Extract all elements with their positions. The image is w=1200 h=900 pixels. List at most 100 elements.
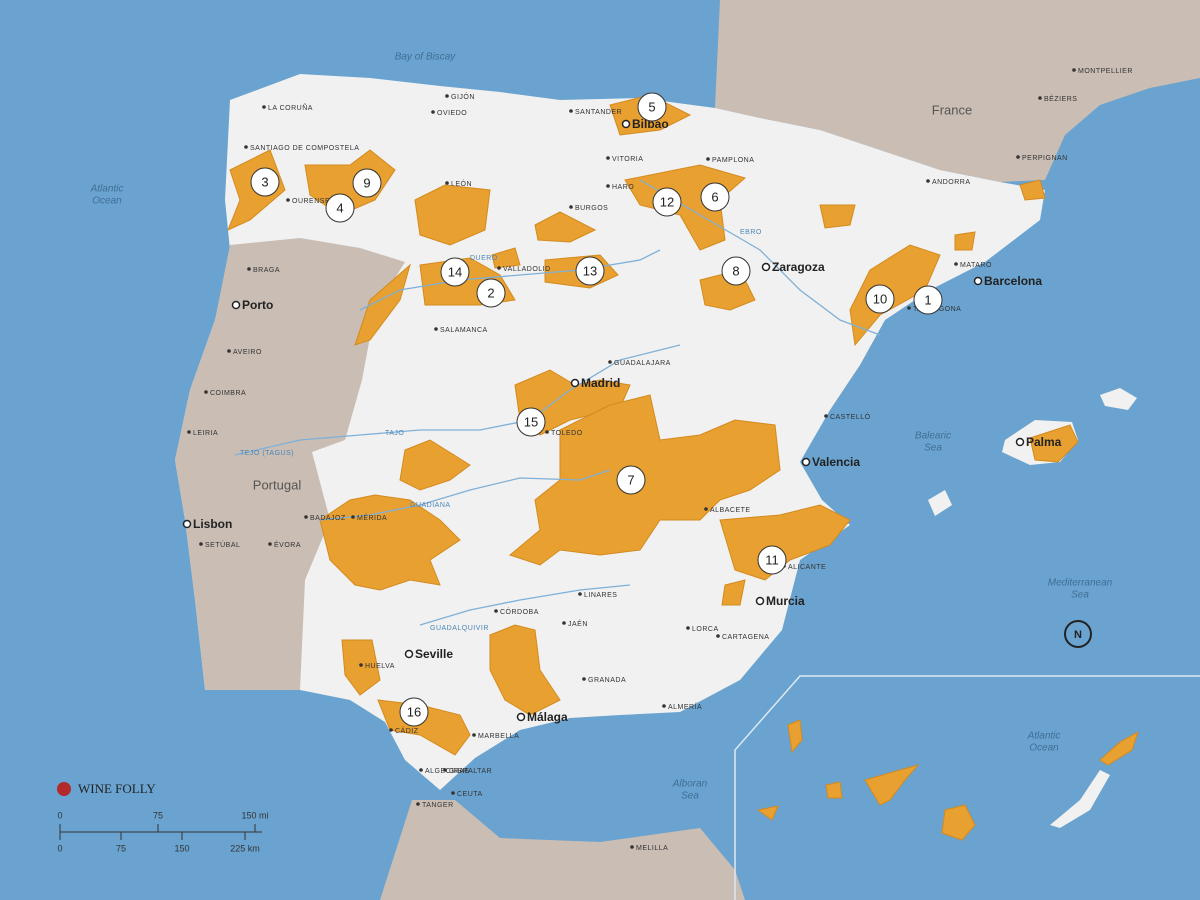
town-label: ÉVORA: [274, 540, 301, 549]
town-label: LA CORUÑA: [268, 103, 313, 112]
region-number: 12: [660, 194, 674, 209]
scale-label: 150 mi: [241, 810, 268, 820]
city-dot: [1015, 437, 1025, 447]
town-dot: [562, 621, 566, 625]
city-label: Málaga: [527, 710, 568, 724]
region-marker: [721, 256, 751, 286]
town-label: HUELVA: [365, 663, 395, 670]
city-dot: [761, 262, 771, 272]
scale-label: 0: [57, 810, 62, 820]
region-number: 13: [583, 263, 597, 278]
town-dot: [497, 266, 501, 270]
region-number: 8: [732, 263, 739, 278]
region-marker: [757, 545, 787, 575]
city-dot: [973, 276, 983, 286]
region-number: 16: [407, 704, 421, 719]
river: [234, 344, 681, 456]
region-number: 3: [261, 174, 268, 189]
city-dot: [570, 378, 580, 388]
city-dot: [621, 119, 631, 129]
town-label: LEIRIA: [193, 430, 218, 437]
city-dot: [516, 712, 526, 722]
town-label: LINARES: [584, 592, 617, 599]
town-dot: [445, 181, 449, 185]
city-dot: [404, 649, 414, 659]
town-label: SALAMANCA: [440, 327, 488, 334]
city-label: Seville: [415, 647, 453, 661]
region-number: 7: [627, 472, 634, 487]
town-label: AVEIRO: [233, 349, 262, 356]
region-number: 15: [524, 414, 538, 429]
region-number: 14: [448, 264, 462, 279]
town-label: SETÚBAL: [205, 540, 240, 549]
river-label: EBRO: [740, 229, 762, 236]
town-dot: [824, 414, 828, 418]
town-label: ALMERÍA: [668, 702, 702, 711]
town-dot: [630, 845, 634, 849]
city-label: Valencia: [812, 455, 860, 469]
town-dot: [227, 349, 231, 353]
town-label: CASTELLÓ: [830, 412, 871, 421]
logo-icon: [57, 782, 71, 796]
region-marker: [440, 257, 470, 287]
town-dot: [187, 430, 191, 434]
region-number: 11: [765, 552, 779, 567]
scale-label: 225 km: [230, 843, 260, 853]
town-label: VALLADOLID: [503, 266, 551, 273]
town-dot: [445, 94, 449, 98]
wine-region: [354, 263, 411, 346]
town-label: CÓRDOBA: [500, 607, 539, 616]
town-dot: [606, 184, 610, 188]
town-dot: [244, 145, 248, 149]
town-label: MONTPELLIER: [1078, 68, 1133, 75]
town-label: PERPIGNAN: [1022, 155, 1068, 162]
town-label: ANDORRA: [932, 179, 971, 186]
town-label: LEÓN: [451, 179, 472, 188]
town-label: MÉRIDA: [357, 513, 387, 522]
region-marker: [616, 465, 646, 495]
region-marker: [516, 407, 546, 437]
town-label: LORCA: [692, 626, 719, 633]
logo: WINE FOLLY: [57, 781, 156, 796]
wine-region: [534, 211, 597, 243]
town-label: GRANADA: [588, 677, 626, 684]
scale-bar: [59, 824, 262, 840]
city-label: Murcia: [766, 594, 805, 608]
town-dot: [431, 110, 435, 114]
town-dot: [1016, 155, 1020, 159]
scale-label: 75: [153, 810, 163, 820]
town-label: GIJÓN: [451, 92, 475, 101]
scale-label: 75: [116, 843, 126, 853]
town-label: ALBACETE: [710, 507, 751, 514]
scale-label: 0: [57, 843, 62, 853]
region-number: 9: [363, 175, 370, 190]
river-label: GUADIANA: [410, 502, 451, 509]
city-dot: [801, 457, 811, 467]
wine-region: [1099, 730, 1139, 766]
town-dot: [416, 802, 420, 806]
wine-region: [341, 639, 381, 696]
compass: N: [1064, 620, 1092, 648]
town-label: TANGER: [422, 802, 454, 809]
sea-label: Mediterranean: [1048, 578, 1113, 589]
town-dot: [569, 205, 573, 209]
town-dot: [204, 390, 208, 394]
town-label: PAMPLONA: [712, 157, 754, 164]
wine-region: [756, 805, 779, 821]
town-dot: [606, 156, 610, 160]
town-label: SANTANDER: [575, 109, 622, 116]
region-marker: [865, 284, 895, 314]
town-dot: [286, 198, 290, 202]
town-label: SANTIAGO DE COMPOSTELA: [250, 145, 359, 152]
town-label: ALGECIRAS: [425, 768, 470, 775]
river-label: TAJO: [385, 430, 404, 437]
city-label: Porto: [242, 298, 273, 312]
city-label: Lisbon: [193, 517, 232, 531]
region-number: 4: [336, 200, 343, 215]
region-marker: [399, 697, 429, 727]
sea-label: Alboran: [672, 779, 708, 790]
town-dot: [907, 306, 911, 310]
sea-label: Atlantic: [1027, 731, 1061, 742]
labels: Bay of BiscayAtlanticOceanBalearicSeaMed…: [57, 52, 1132, 854]
